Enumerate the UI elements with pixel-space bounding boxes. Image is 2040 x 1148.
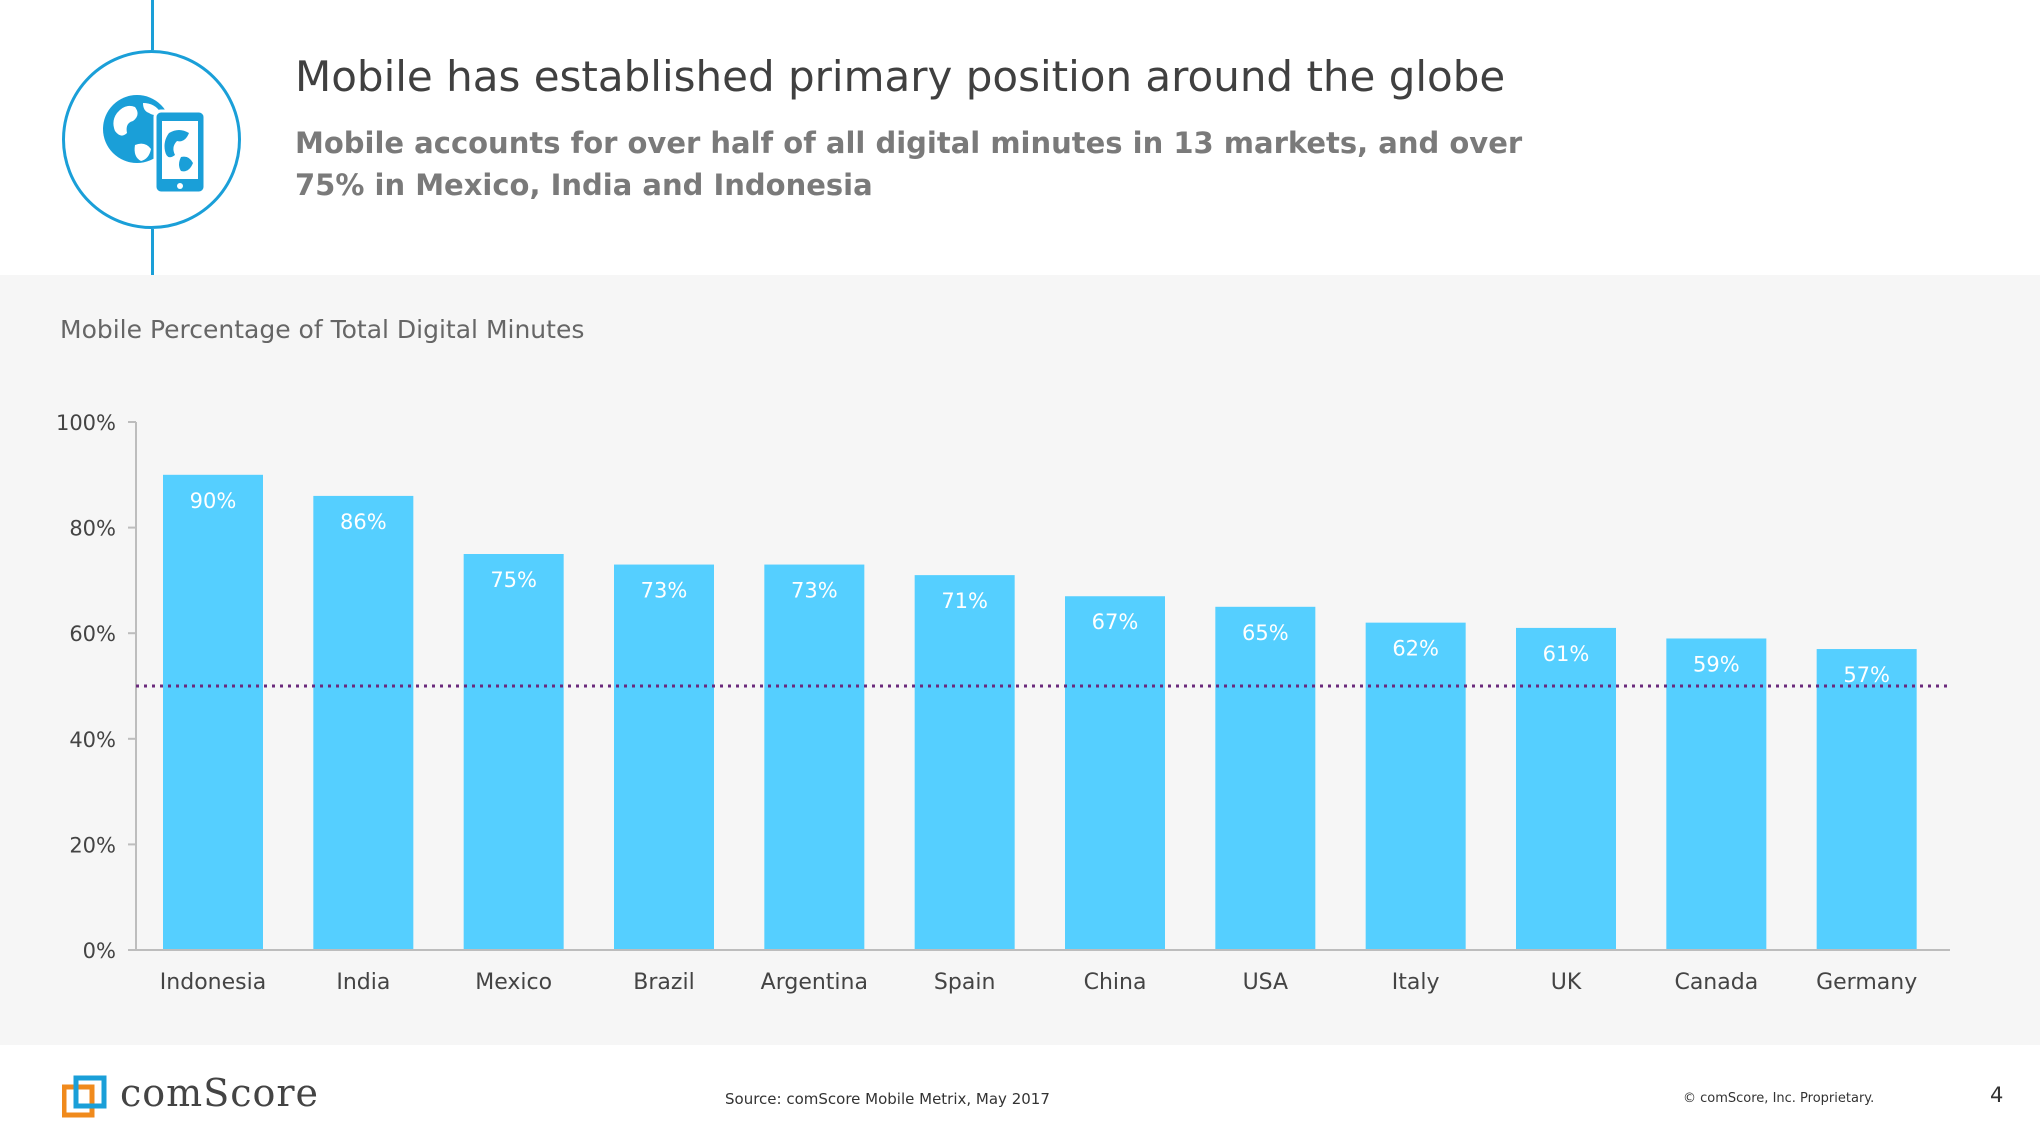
- bar-usa: [1215, 606, 1316, 950]
- globe-phone-icon: [62, 50, 241, 229]
- bar-value-label: 71%: [941, 589, 988, 613]
- x-tick-label: Indonesia: [160, 970, 266, 995]
- y-tick-label: 40%: [69, 728, 116, 752]
- page-subtitle: Mobile accounts for over half of all dig…: [295, 126, 1523, 202]
- y-tick-label: 80%: [69, 517, 116, 541]
- x-tick-label: Argentina: [761, 970, 868, 995]
- bar-brazil: [614, 564, 714, 950]
- bar-canada: [1666, 638, 1767, 950]
- x-tick-label: Germany: [1816, 970, 1917, 995]
- x-tick-label: China: [1084, 970, 1147, 995]
- header-line-bottom: [151, 229, 154, 275]
- bar-germany: [1816, 649, 1917, 950]
- bar-value-label: 57%: [1843, 663, 1890, 687]
- bar-chart: 0% 20% 40% 60% 80% 100% 90% Indonesia 86% India 75…: [56, 411, 1950, 995]
- copyright-note: © comScore, Inc. Proprietary.: [1683, 1091, 1875, 1106]
- y-tick-label: 0%: [83, 939, 116, 963]
- slide-header: Mobile has established primary position …: [0, 0, 2040, 275]
- page-number: 4: [1990, 1083, 2004, 1107]
- x-tick-label: Canada: [1674, 970, 1758, 995]
- x-tick-label: Mexico: [475, 970, 552, 995]
- bar-value-label: 75%: [490, 568, 537, 592]
- bar-value-label: 61%: [1543, 642, 1590, 666]
- bar-indonesia: [163, 474, 263, 950]
- chart-panel: Mobile Percentage of Total Digital Minut…: [0, 275, 2040, 1045]
- x-tick-label: Italy: [1392, 970, 1440, 995]
- bar-value-label: 73%: [641, 579, 688, 603]
- bar-value-label: 62%: [1392, 637, 1439, 661]
- bar-spain: [914, 575, 1015, 950]
- bar-value-label: 67%: [1092, 610, 1139, 634]
- x-tick-label: UK: [1551, 970, 1582, 995]
- bar-value-label: 65%: [1242, 621, 1289, 645]
- bar-china: [1065, 596, 1165, 950]
- x-tick-label: India: [336, 970, 390, 995]
- y-tick-label: 60%: [69, 622, 116, 646]
- slide-footer: comScore Source: comScore Mobile Metrix,…: [0, 1045, 2040, 1148]
- comscore-logo-icon: [62, 1075, 107, 1118]
- x-tick-label: Brazil: [633, 970, 694, 995]
- comscore-logo-text: comScore: [120, 1071, 320, 1115]
- bar-value-label: 73%: [791, 579, 838, 603]
- source-note: Source: comScore Mobile Metrix, May 2017: [725, 1090, 1050, 1108]
- page-title: Mobile has established primary position …: [295, 52, 1506, 101]
- bar-value-label: 86%: [340, 510, 387, 534]
- bar-uk: [1516, 627, 1616, 950]
- header-line-top: [151, 0, 154, 50]
- bar-mexico: [463, 554, 564, 950]
- bar-value-label: 59%: [1693, 652, 1740, 676]
- x-tick-label: Spain: [934, 970, 995, 995]
- x-tick-label: USA: [1243, 970, 1289, 995]
- bar-italy: [1365, 622, 1466, 950]
- bar-value-label: 90%: [190, 489, 237, 513]
- bar-argentina: [764, 564, 865, 950]
- y-tick-label: 100%: [56, 411, 116, 435]
- bar-india: [313, 495, 414, 950]
- y-tick-label: 20%: [69, 833, 116, 857]
- chart-heading: Mobile Percentage of Total Digital Minut…: [60, 315, 585, 344]
